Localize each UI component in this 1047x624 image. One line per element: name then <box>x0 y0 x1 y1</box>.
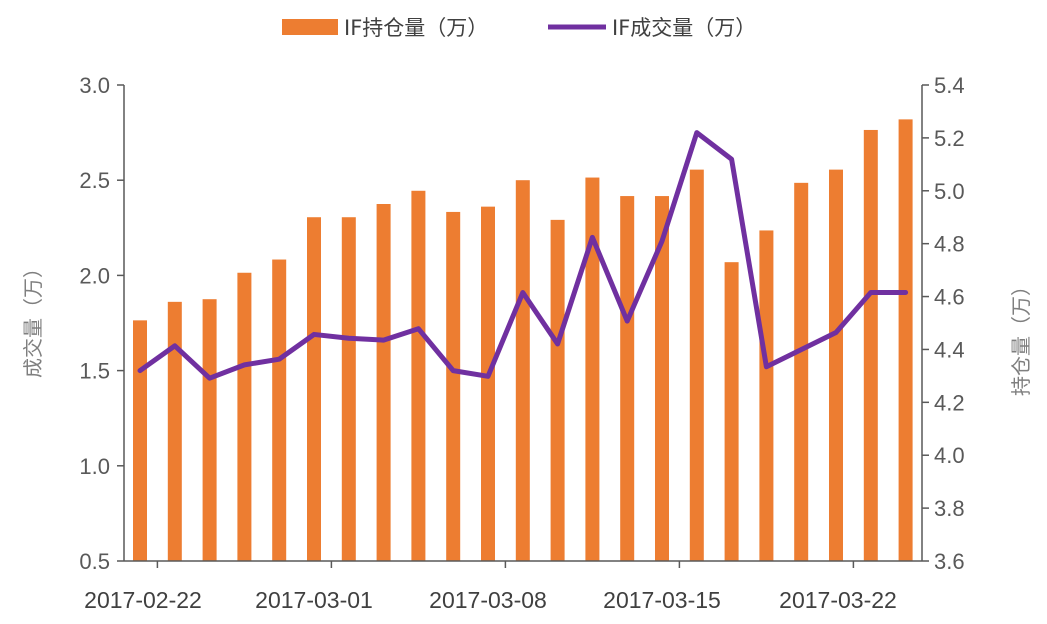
bar <box>829 169 843 561</box>
axes: 0.5 1.0 1.5 2.0 2.5 3.0 3.6 3.8 4.0 4.2 4.4 4.6 4.8 5… <box>79 73 964 613</box>
bar <box>515 180 530 561</box>
right-tick-label: 4.6 <box>934 285 965 310</box>
bar <box>411 190 426 561</box>
x-tick-label: 2017-03-01 <box>255 587 373 613</box>
legend-bar-swatch <box>282 19 338 35</box>
bar <box>202 299 217 561</box>
right-tick-label: 3.8 <box>934 496 965 521</box>
right-tick-label: 4.2 <box>934 390 965 415</box>
bar <box>724 262 739 561</box>
bar <box>376 204 391 561</box>
right-tick-label: 4.4 <box>934 337 965 362</box>
bar <box>585 177 600 562</box>
bar <box>272 259 287 561</box>
x-tick-label: 2017-03-08 <box>429 587 547 613</box>
left-tick-label: 1.5 <box>79 359 110 384</box>
bar <box>307 217 321 561</box>
right-tick-label: 5.2 <box>934 126 965 151</box>
bar <box>898 119 913 561</box>
bar <box>481 206 495 561</box>
right-tick-label: 3.6 <box>934 549 965 574</box>
bar <box>759 230 774 561</box>
bar <box>863 129 878 561</box>
bar <box>133 320 147 561</box>
right-axis-title: 持仓量（万） <box>1009 276 1033 396</box>
bar <box>167 301 182 561</box>
bar <box>689 169 704 561</box>
bar <box>446 211 461 561</box>
bar <box>655 196 669 562</box>
left-tick-label: 2.5 <box>79 168 110 193</box>
left-tick-label: 0.5 <box>79 549 110 574</box>
legend-line-label: IF成交量（万） <box>612 16 756 40</box>
bar-series <box>133 119 913 562</box>
bar <box>620 196 635 562</box>
bar <box>550 219 565 561</box>
left-tick-label: 3.0 <box>79 73 110 98</box>
left-axis-title: 成交量（万） <box>21 258 45 378</box>
bar <box>237 272 252 561</box>
bar <box>794 182 809 561</box>
right-tick-label: 5.0 <box>934 179 965 204</box>
right-tick-label: 5.4 <box>934 73 965 98</box>
right-tick-label: 4.0 <box>934 443 965 468</box>
left-tick-label: 2.0 <box>79 263 110 288</box>
legend-bar-label: IF持仓量（万） <box>344 16 488 40</box>
legend: IF持仓量（万） IF成交量（万） <box>282 16 756 40</box>
x-tick-label: 2017-03-22 <box>779 587 897 613</box>
x-tick-label: 2017-02-22 <box>84 587 202 613</box>
bar <box>341 217 356 561</box>
x-tick-label: 2017-03-15 <box>603 587 721 613</box>
line-series <box>137 130 909 381</box>
right-tick-label: 4.8 <box>934 232 965 257</box>
left-tick-label: 1.0 <box>79 454 110 479</box>
